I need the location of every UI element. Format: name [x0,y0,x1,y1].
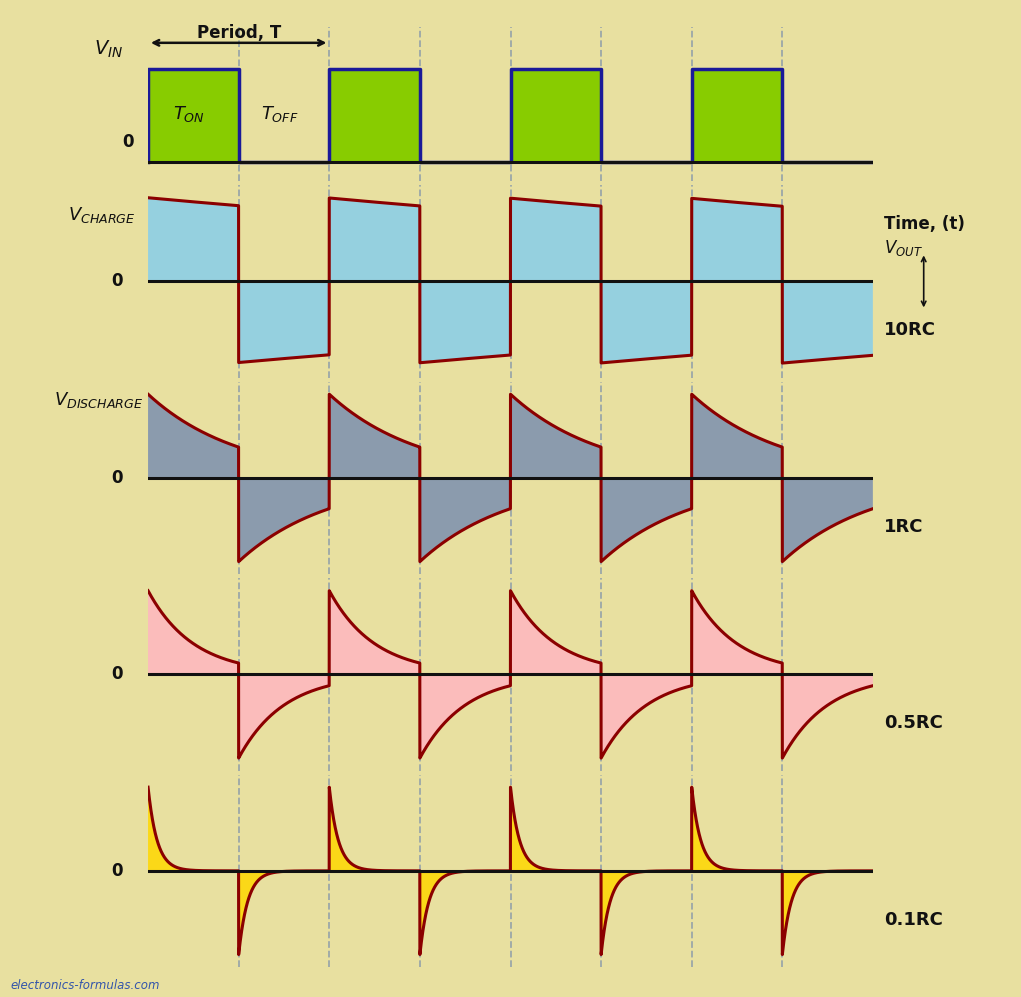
Text: 0: 0 [111,861,123,879]
Text: 1RC: 1RC [884,517,923,535]
Text: 0: 0 [111,272,123,290]
Text: 10RC: 10RC [884,321,936,339]
Text: $V_{IN}$: $V_{IN}$ [94,39,123,60]
Text: $V_{OUT}$: $V_{OUT}$ [884,237,923,257]
Text: Time, (t): Time, (t) [884,215,965,233]
Text: 0: 0 [111,469,123,487]
Text: $V_{DISCHARGE}$: $V_{DISCHARGE}$ [54,390,143,410]
Text: $T_{OFF}$: $T_{OFF}$ [260,104,298,124]
Text: 0: 0 [111,665,123,683]
Text: $T_{ON}$: $T_{ON}$ [173,104,205,124]
Text: 0.5RC: 0.5RC [884,714,942,732]
Text: 0.1RC: 0.1RC [884,910,942,929]
Text: 0: 0 [123,134,134,152]
Text: Period, T: Period, T [196,25,281,43]
Text: electronics-formulas.com: electronics-formulas.com [10,979,159,992]
Text: $V_{CHARGE}$: $V_{CHARGE}$ [68,204,136,225]
